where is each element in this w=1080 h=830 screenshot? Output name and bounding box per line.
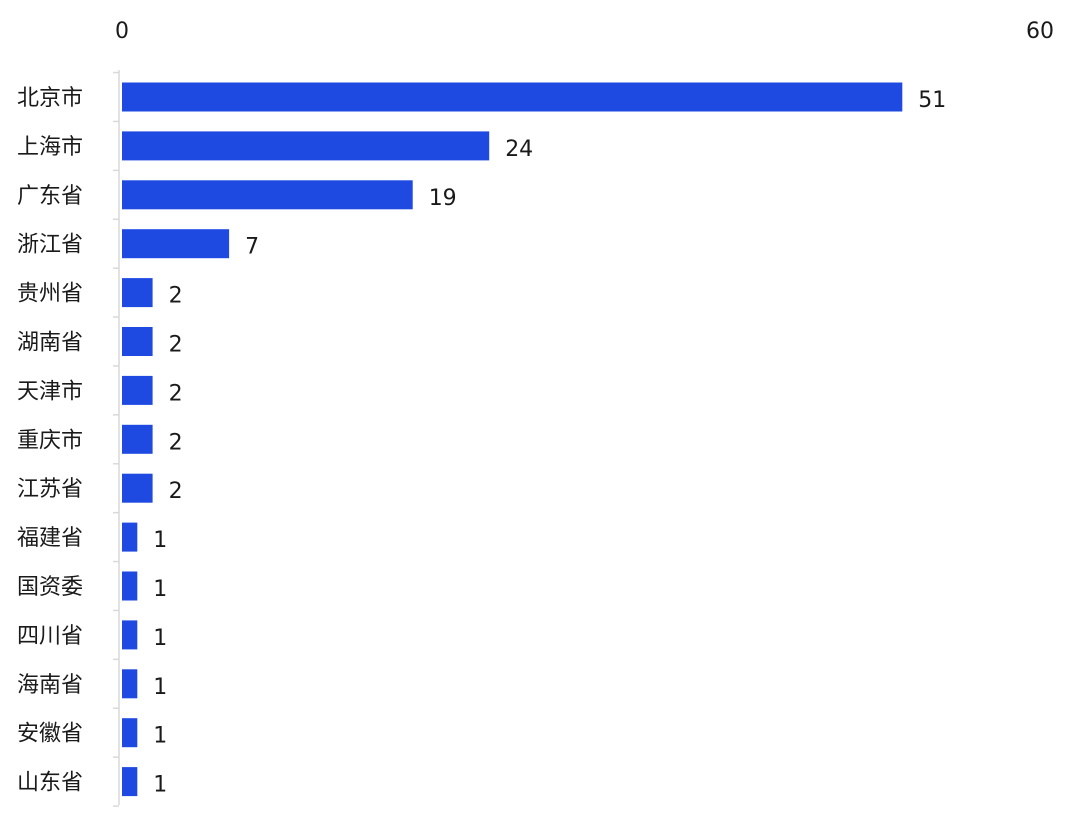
data-label: 1 — [153, 528, 167, 553]
category-label: 安徽省 — [17, 722, 83, 747]
data-label: 1 — [153, 675, 167, 700]
data-label: 51 — [918, 88, 946, 113]
category-label: 湖南省 — [17, 331, 83, 356]
category-label: 北京市 — [17, 86, 83, 111]
bar — [122, 767, 138, 797]
bar — [122, 375, 153, 405]
bar — [122, 229, 230, 259]
bar — [122, 82, 903, 112]
data-label: 2 — [169, 381, 183, 406]
bar — [122, 278, 153, 308]
data-label: 1 — [153, 577, 167, 602]
category-label: 广东省 — [17, 184, 83, 209]
bar — [122, 669, 138, 699]
data-label: 19 — [429, 186, 457, 211]
x-tick-label: 0 — [115, 19, 129, 44]
data-label: 1 — [153, 773, 167, 798]
data-label: 2 — [169, 479, 183, 504]
data-label: 2 — [169, 430, 183, 455]
bar — [122, 522, 138, 552]
category-label: 江苏省 — [17, 477, 83, 502]
data-label: 24 — [505, 137, 533, 162]
bar — [122, 571, 138, 601]
bar — [122, 718, 138, 748]
category-label: 国资委 — [17, 575, 83, 600]
data-label: 1 — [153, 724, 167, 749]
data-label: 2 — [169, 284, 183, 309]
bar — [122, 131, 490, 161]
category-label: 海南省 — [17, 673, 83, 698]
x-tick-label: 60 — [1026, 19, 1054, 44]
category-label: 福建省 — [17, 526, 83, 551]
data-label: 1 — [153, 626, 167, 651]
category-label: 四川省 — [17, 624, 83, 649]
category-label: 山东省 — [17, 771, 83, 796]
bar — [122, 473, 153, 503]
data-label: 7 — [245, 235, 259, 260]
bar — [122, 327, 153, 356]
category-label: 上海市 — [17, 135, 83, 160]
category-label: 贵州省 — [17, 282, 83, 307]
bar — [122, 620, 138, 650]
bar — [122, 424, 153, 454]
category-label: 浙江省 — [17, 233, 83, 258]
bar — [122, 180, 413, 210]
category-label: 重庆市 — [17, 428, 83, 453]
data-label: 2 — [169, 333, 183, 358]
category-label: 天津市 — [17, 379, 83, 404]
